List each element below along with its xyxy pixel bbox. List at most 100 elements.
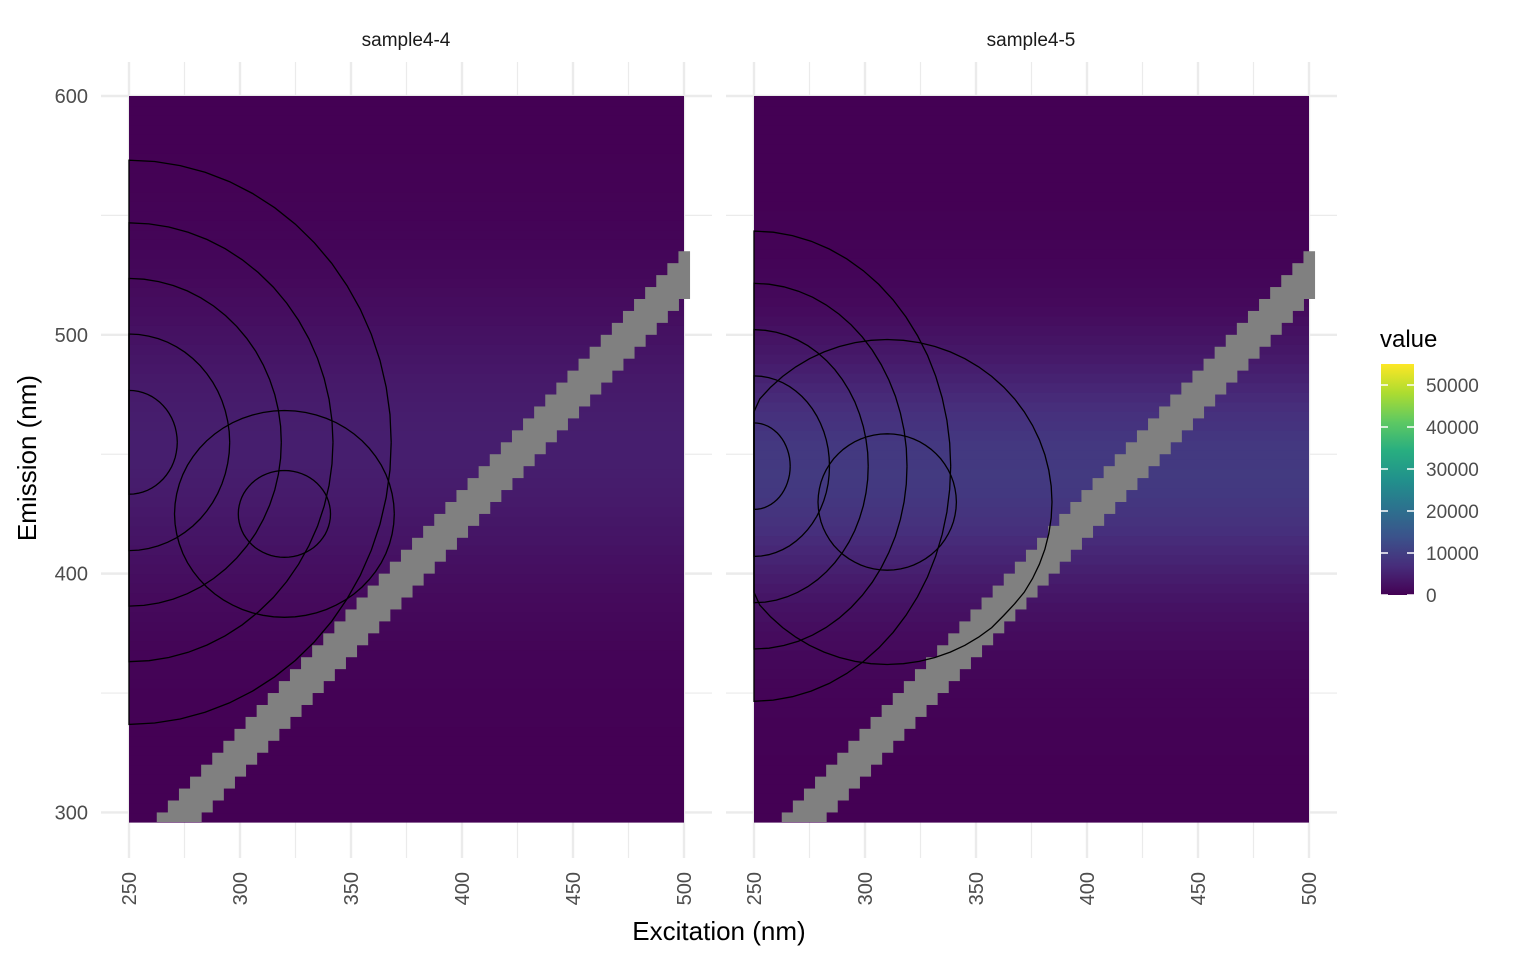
legend-tick-label: 40000	[1426, 418, 1479, 439]
heatmap-band	[129, 592, 684, 603]
masked-scatter-cell	[892, 693, 905, 741]
heatmap-band	[129, 678, 684, 689]
masked-scatter-cell	[556, 382, 568, 431]
heatmap-band	[754, 220, 1309, 231]
legend-tick-label: 10000	[1426, 544, 1479, 565]
heatmap-band	[754, 516, 1309, 527]
legend-tick-label: 50000	[1426, 376, 1479, 397]
heatmap-band	[754, 716, 1309, 728]
contour-line	[817, 433, 958, 571]
heatmap-cells	[129, 96, 691, 823]
masked-scatter-cell	[815, 776, 827, 822]
heatmap-band	[754, 478, 1309, 489]
heatmap-band	[754, 802, 1309, 814]
heatmap-band	[754, 611, 1309, 622]
y-tick-label: 500	[55, 325, 88, 347]
masked-scatter-cell	[500, 442, 513, 491]
heatmap-band	[129, 382, 684, 393]
heatmap-band	[754, 812, 1309, 823]
masked-scatter-cell	[1125, 442, 1138, 491]
masked-scatter-cell	[445, 501, 457, 550]
heatmap-band	[129, 726, 684, 737]
heatmap-band	[754, 287, 1309, 298]
x-tick-label: 250	[744, 872, 766, 905]
heatmap-band	[754, 535, 1309, 546]
masked-scatter-cell	[981, 597, 994, 646]
heatmap-band	[129, 248, 684, 259]
heatmap-band	[754, 191, 1309, 202]
heatmap-band	[129, 697, 684, 708]
masked-scatter-cell	[1192, 370, 1205, 419]
masked-scatter-cell	[859, 728, 872, 777]
y-tick-label: 600	[55, 86, 88, 108]
heatmap-band	[129, 487, 684, 498]
heatmap-band	[754, 210, 1309, 221]
heatmap-band	[754, 497, 1309, 508]
heatmap-band	[129, 124, 684, 135]
heatmap-band	[754, 783, 1309, 794]
masked-scatter-cell	[523, 418, 535, 467]
heatmap-band	[129, 315, 684, 326]
masked-scatter-cell	[367, 585, 380, 634]
masked-scatter-cell	[167, 800, 180, 822]
contour-line	[237, 469, 332, 558]
heatmap-band	[129, 688, 684, 699]
masked-scatter-cell	[1103, 466, 1116, 514]
heatmap-band	[754, 468, 1309, 479]
masked-scatter-cell	[1259, 298, 1271, 347]
masked-scatter-cell	[412, 537, 424, 586]
masked-scatter-cell	[1281, 275, 1293, 323]
heatmap-band	[754, 697, 1309, 708]
masked-scatter-cell	[190, 776, 202, 822]
heatmap-band	[129, 392, 684, 403]
heatmap-band	[754, 267, 1309, 279]
masked-scatter-cell	[903, 681, 916, 729]
masked-scatter-cell	[645, 287, 657, 335]
heatmap-band	[129, 650, 684, 661]
heatmap-band	[754, 373, 1309, 384]
heatmap-band	[129, 105, 684, 116]
masked-scatter-cell	[156, 812, 169, 822]
masked-scatter-cell	[567, 370, 580, 419]
heatmap-band	[129, 812, 684, 823]
masked-scatter-cell	[356, 597, 369, 646]
masked-scatter-cell	[1170, 394, 1182, 443]
heatmap-band	[129, 296, 684, 307]
x-tick-label: 400	[452, 872, 474, 905]
masked-scatter-cell	[1159, 406, 1171, 455]
masked-scatter-cell	[400, 549, 413, 598]
masked-scatter-cell	[914, 669, 927, 717]
masked-scatter-cell	[1003, 573, 1016, 622]
masked-scatter-cell	[578, 358, 591, 407]
heatmap-band	[754, 306, 1309, 317]
masked-scatter-cell	[378, 573, 391, 622]
y-tick-label: 300	[55, 802, 88, 824]
heatmap-band	[129, 143, 684, 154]
masked-scatter-cell	[992, 585, 1005, 634]
heatmap-band	[754, 153, 1309, 164]
contour-lines	[753, 230, 1053, 702]
masked-scatter-cell	[667, 263, 679, 311]
heatmap-band	[129, 602, 684, 613]
x-tick-label: 350	[341, 872, 363, 905]
heatmap-band	[754, 630, 1309, 642]
heatmap-band	[129, 239, 684, 250]
heatmap-band	[129, 153, 684, 164]
contour-line	[173, 409, 395, 618]
heatmap-band	[129, 630, 684, 642]
heatmap-band	[129, 201, 684, 212]
masked-scatter-cell	[1048, 525, 1060, 574]
masked-scatter-cell	[970, 609, 983, 658]
masked-scatter-cell	[1247, 310, 1260, 359]
heatmap-band	[129, 373, 684, 384]
heatmap-band	[129, 640, 684, 651]
heatmap-band	[754, 382, 1309, 393]
heatmap-band	[129, 277, 684, 288]
heatmap-band	[129, 229, 684, 240]
masked-scatter-cell	[1059, 513, 1071, 562]
masked-scatter-cell	[622, 310, 635, 359]
heatmap-band	[129, 497, 684, 508]
masked-scatter-cell	[223, 740, 235, 789]
heatmap-band	[129, 707, 684, 718]
